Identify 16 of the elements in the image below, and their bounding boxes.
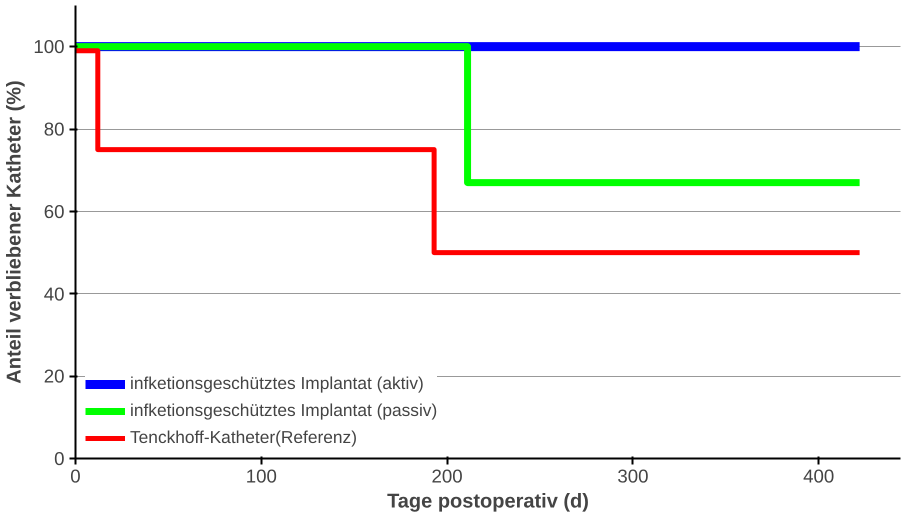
x-tick-label: 100 [246, 466, 277, 486]
y-tick-label: 80 [44, 118, 65, 140]
x-tick-label: 200 [432, 466, 463, 486]
y-tick-label: 20 [44, 366, 65, 387]
y-tick-label: 100 [33, 36, 65, 58]
x-tick-label: 300 [617, 466, 649, 486]
y-tick-label: 40 [44, 283, 65, 304]
y-tick-label: 0 [54, 448, 65, 469]
x-axis-title: Tage postoperativ (d) [387, 490, 589, 512]
legend-label: infketionsgeschütztes Implantat (passiv) [130, 400, 438, 421]
y-tick-label: 60 [44, 200, 65, 222]
y-axis-title: Anteil verbliebener Katheter (%) [3, 80, 26, 384]
legend-label: infketionsgeschütztes Implantat (aktiv) [130, 373, 424, 394]
x-tick-label: 400 [803, 466, 834, 486]
legend-label: Tenckhoff-Katheter(Referenz) [130, 427, 357, 448]
x-tick-label: 0 [70, 466, 81, 486]
